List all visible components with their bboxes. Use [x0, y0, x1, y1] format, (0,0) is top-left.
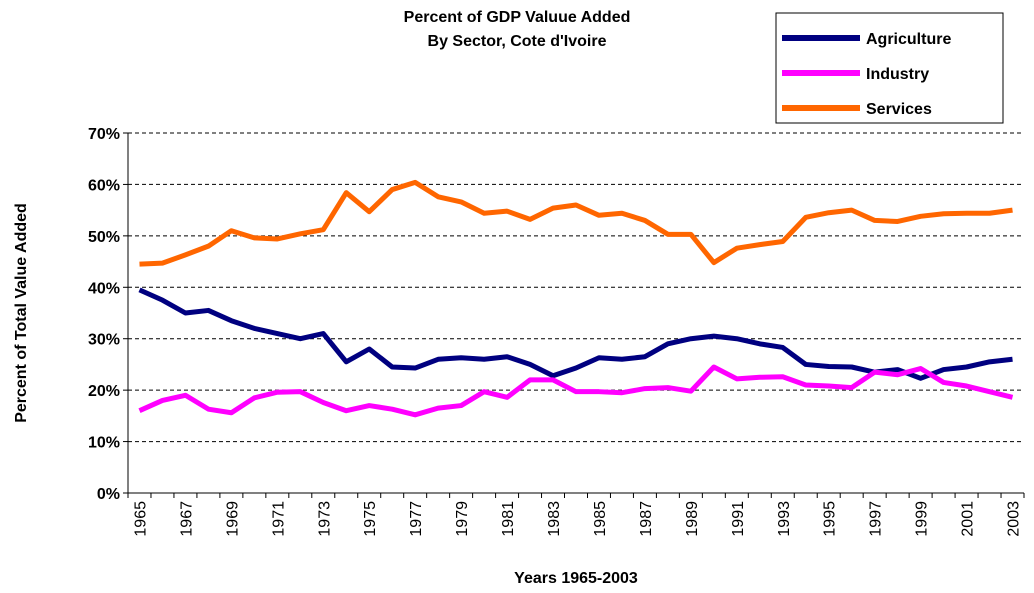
series-line	[138, 287, 1013, 381]
x-tick-label: 1965	[132, 501, 149, 537]
x-tick-label: 1995	[822, 501, 839, 537]
y-tick-label: 40%	[88, 280, 120, 297]
x-tick-label: 1991	[730, 501, 747, 537]
x-tick-label: 2001	[960, 501, 977, 537]
x-tick-label: 1967	[178, 501, 195, 537]
legend-box	[775, 12, 1004, 124]
x-tick-label: 1975	[362, 501, 379, 537]
x-tick-label: 1987	[638, 501, 655, 537]
series-line	[138, 364, 1014, 418]
y-tick-label: 70%	[88, 126, 120, 143]
x-tick-label: 1993	[776, 501, 793, 537]
x-tick-label: 1997	[868, 501, 885, 537]
x-tick-label: 1989	[684, 501, 701, 537]
y-axis-title-box: Percent of Total Value Added	[13, 203, 30, 423]
y-axis-title: Percent of Total Value Added	[13, 203, 30, 423]
y-tick-label: 0%	[97, 486, 120, 503]
x-tick-label: 1979	[454, 501, 471, 537]
y-tick-label: 30%	[88, 332, 120, 349]
x-tick-label: 1969	[224, 501, 241, 537]
x-tick-label: 1983	[546, 501, 563, 537]
x-tick-label: 1999	[914, 501, 931, 537]
legend-label: Agriculture	[866, 31, 951, 48]
chart-subtitle: By Sector, Cote d'Ivoire	[428, 33, 607, 50]
x-tick-label: 1973	[316, 501, 333, 537]
x-tick-label: 1985	[592, 501, 609, 537]
chart-title: Percent of GDP Valuue Added	[404, 9, 631, 26]
y-tick-label: 20%	[88, 383, 120, 400]
x-tick-label: 1981	[500, 501, 517, 537]
y-tick-label: 10%	[88, 435, 120, 452]
series-line	[139, 179, 1013, 267]
y-tick-label: 60%	[88, 177, 120, 194]
x-tick-label: 2003	[1006, 501, 1023, 537]
x-tick-label: 1971	[270, 501, 287, 537]
x-axis-title: Years 1965-2003	[514, 570, 638, 587]
legend-label: Industry	[866, 66, 929, 83]
x-tick-label: 1977	[408, 501, 425, 537]
legend-label: Services	[866, 101, 932, 118]
y-tick-label: 50%	[88, 229, 120, 246]
